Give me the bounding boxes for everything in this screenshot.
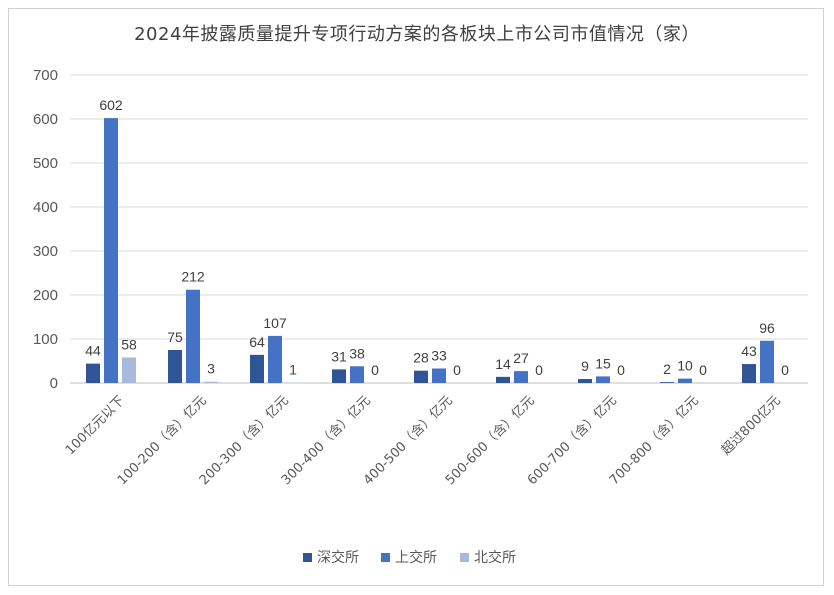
legend-swatch [303,553,312,562]
data-label: 43 [741,343,757,359]
legend-label: 深交所 [317,549,359,566]
bar [578,379,592,383]
bar [86,363,100,383]
bar [660,382,674,383]
bar [514,371,528,383]
data-label: 27 [513,350,529,366]
bar [414,370,428,383]
bar [250,354,264,383]
gridlines [70,74,808,384]
chart-title: 2024年披露质量提升专项行动方案的各板块上市公司市值情况（家） [134,24,700,45]
x-tick-label: 600-700（含）亿元 [524,393,620,489]
data-label: 0 [371,362,379,378]
y-tick-label: 0 [50,375,58,392]
x-tick-label: 700-800（含）亿元 [606,393,702,489]
bar [104,118,118,384]
legend-label: 北交所 [474,549,516,566]
data-label: 0 [617,362,625,378]
x-axis: 100亿元以下100-200（含）亿元200-300（含）亿元300-400（含… [63,393,784,489]
bars [86,118,774,384]
data-label: 9 [581,358,589,374]
y-tick-label: 300 [33,243,58,260]
bar [332,369,346,383]
data-label: 31 [331,348,347,364]
data-label: 0 [781,362,789,378]
data-label: 0 [453,362,461,378]
bar [268,335,282,383]
bar [596,376,610,383]
data-label: 15 [595,355,611,371]
bar [350,366,364,383]
data-label: 2 [663,361,671,377]
x-tick-label: 300-400（含）亿元 [278,393,374,489]
bar [168,350,182,383]
y-tick-label: 200 [33,287,58,304]
data-label: 33 [431,347,447,363]
data-label: 0 [535,362,543,378]
y-tick-label: 700 [33,67,58,84]
data-label: 3 [207,361,215,377]
y-axis: 0 100 200 300 400 500 600 700 [33,67,58,392]
x-tick-label: 100亿元以下 [63,393,128,458]
data-label: 14 [495,356,511,372]
legend-label: 上交所 [395,549,437,566]
data-label: 1 [289,362,297,378]
chart-frame [8,8,824,586]
legend-swatch [381,553,390,562]
data-label: 38 [349,345,365,361]
x-tick-label: 400-500（含）亿元 [360,393,456,489]
data-label: 58 [121,336,137,352]
bar [122,357,136,383]
bar [760,340,774,383]
data-labels: 44 602 58 75 212 3 64 107 1 31 38 0 28 33 0 14 27 0 9 15 0 2 1… [85,97,789,378]
data-label: 75 [167,329,183,345]
data-label: 0 [699,362,707,378]
data-label: 107 [263,315,287,331]
bar [496,376,510,383]
x-tick-label: 500-600（含）亿元 [442,393,538,489]
data-label: 212 [181,269,205,285]
data-label: 96 [759,320,775,336]
x-tick-label: 200-300（含）亿元 [196,393,292,489]
bar [742,364,756,383]
x-tick-label: 100-200（含）亿元 [114,393,210,489]
bar [186,289,200,383]
data-label: 44 [85,343,101,359]
legend: 深交所 上交所 北交所 [303,549,516,566]
legend-swatch [460,553,469,562]
data-label: 28 [413,350,429,366]
y-tick-label: 100 [33,331,58,348]
x-tick-label: 超过800亿元 [719,393,784,458]
bar [204,381,218,383]
data-label: 10 [677,358,693,374]
y-tick-label: 600 [33,111,58,128]
y-tick-label: 500 [33,155,58,172]
data-label: 64 [249,334,265,350]
bar [678,378,692,383]
y-tick-label: 400 [33,199,58,216]
data-label: 602 [99,97,123,113]
bar [432,368,446,383]
